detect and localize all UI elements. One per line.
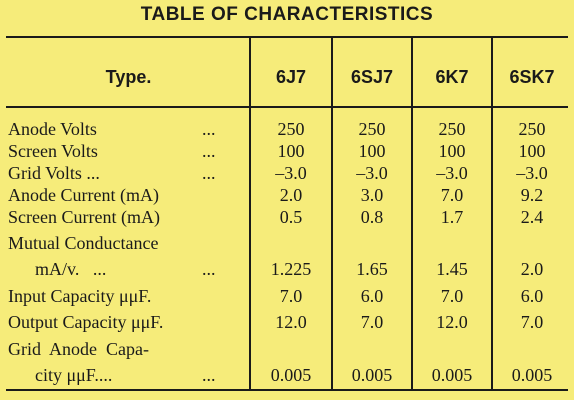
column-header-6sk7: 6SK7 [509,67,555,87]
column-header-6j7: 6J7 [275,67,307,87]
table-cell: 2.0 [279,185,303,205]
table-cell: 1.45 [436,259,468,279]
bottom-rule [6,389,568,391]
table-cell: 7.0 [440,185,464,205]
row-leader-dots: ... [202,365,216,385]
row-leader-dots: ... [202,141,216,161]
row-label: Grid Anode Capa- [8,339,149,359]
table-cell: 100 [438,141,466,161]
table-cell: 250 [358,119,386,139]
row-label: Screen Current (mA) [8,207,160,227]
column-divider [331,38,333,389]
column-header-6sj7: 6SJ7 [350,67,394,87]
row-leader-dots: ... [202,163,216,183]
table-cell: –3.0 [275,163,307,183]
table-cell: 250 [438,119,466,139]
row-leader-dots: ... [202,119,216,139]
header-rule [6,106,568,108]
column-divider [249,38,251,389]
table-cell: 100 [518,141,546,161]
table-cell: 6.0 [520,286,544,306]
table-cell: 7.0 [360,312,384,332]
row-label: Screen Volts [8,141,98,161]
table-cell: 12.0 [436,312,468,332]
top-rule [6,36,568,38]
row-label: mA/v. ... [8,259,107,279]
table-cell: 1.7 [440,207,464,227]
table-cell: 7.0 [520,312,544,332]
table-cell: 9.2 [520,185,544,205]
row-label: city μμF.... [8,365,113,385]
table-cell: 6.0 [360,286,384,306]
table-cell: –3.0 [516,163,548,183]
table-cell: 7.0 [440,286,464,306]
table-cell: 12.0 [275,312,307,332]
table-cell: 0.005 [511,365,553,385]
row-leader-dots: ... [202,259,216,279]
table-cell: –3.0 [436,163,468,183]
table-cell: –3.0 [356,163,388,183]
type-header: Type. [105,67,152,87]
table-cell: 0.5 [279,207,303,227]
table-cell: 2.0 [520,259,544,279]
row-label: Mutual Conductance [8,233,159,253]
table-cell: 250 [518,119,546,139]
table-cell: 0.005 [351,365,393,385]
row-label: Output Capacity μμF. [8,312,164,332]
table-cell: 250 [277,119,305,139]
table-cell: 0.005 [270,365,312,385]
row-label: Anode Volts [8,119,97,139]
column-divider [491,38,493,389]
table-title: TABLE OF CHARACTERISTICS [140,4,434,25]
row-label: Input Capacity μμF. [8,286,152,306]
table-cell: 0.005 [431,365,473,385]
row-label: Anode Current (mA) [8,185,159,205]
table-cell: 100 [358,141,386,161]
table-cell: 3.0 [360,185,384,205]
table-cell: 100 [277,141,305,161]
row-label: Grid Volts ... [8,163,100,183]
table-cell: 2.4 [520,207,544,227]
table-cell: 0.8 [360,207,384,227]
table-cell: 7.0 [279,286,303,306]
column-header-6k7: 6K7 [435,67,469,87]
column-divider [411,38,413,389]
table-cell: 1.65 [356,259,388,279]
table-cell: 1.225 [270,259,312,279]
